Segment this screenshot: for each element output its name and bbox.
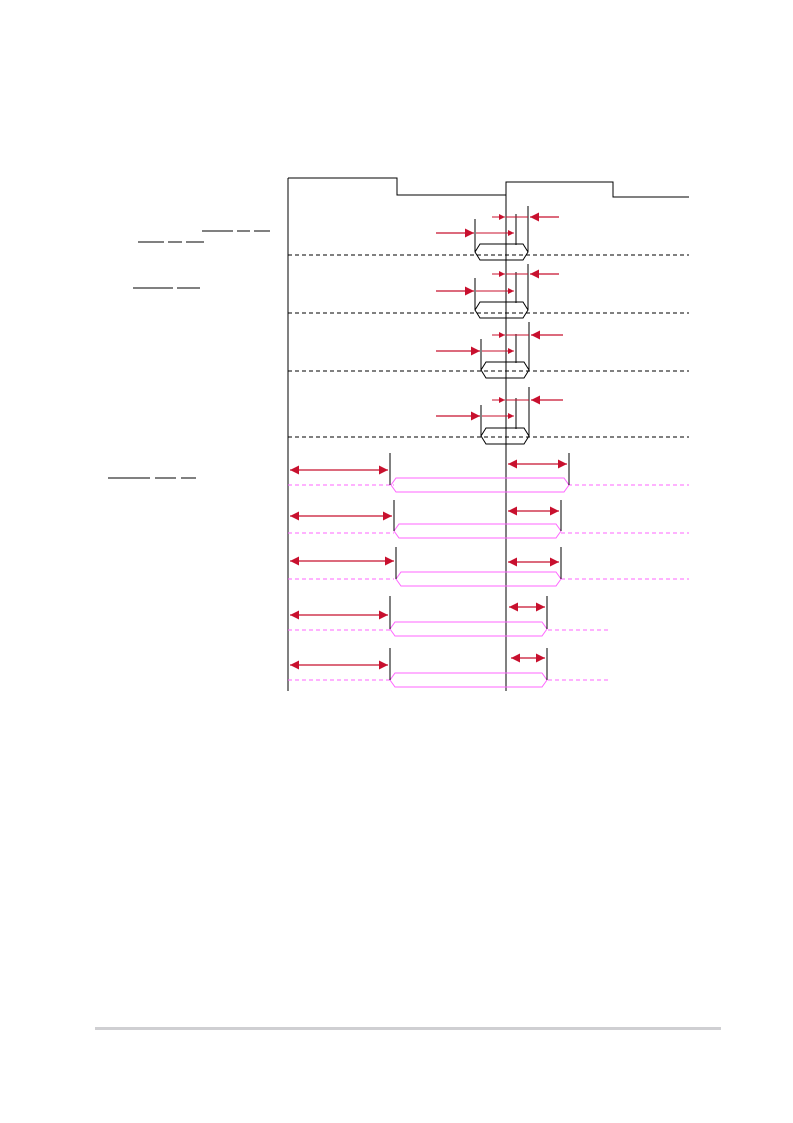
strobe-row-5 — [288, 648, 608, 688]
data-window — [480, 361, 530, 379]
strobe-row-2 — [288, 500, 689, 539]
address-window-row-1 — [288, 206, 689, 261]
strobe-pulse — [395, 571, 562, 587]
clock-waveform — [288, 177, 689, 198]
footer-rule — [95, 1027, 721, 1030]
data-window — [474, 301, 529, 319]
address-window-row-3 — [288, 322, 689, 379]
strobe-row-1 — [288, 453, 689, 493]
strobe-row-3 — [288, 547, 689, 587]
strobe-pulse — [389, 672, 548, 688]
address-window-row-4 — [288, 387, 689, 445]
strobe-row-4 — [288, 596, 608, 637]
strobe-pulse — [390, 477, 570, 493]
data-window — [480, 427, 530, 445]
strobe-pulse — [393, 523, 562, 539]
data-window — [474, 243, 529, 261]
overbar-labels — [108, 230, 270, 479]
address-window-row-2 — [288, 264, 689, 319]
strobe-pulse — [389, 621, 548, 637]
